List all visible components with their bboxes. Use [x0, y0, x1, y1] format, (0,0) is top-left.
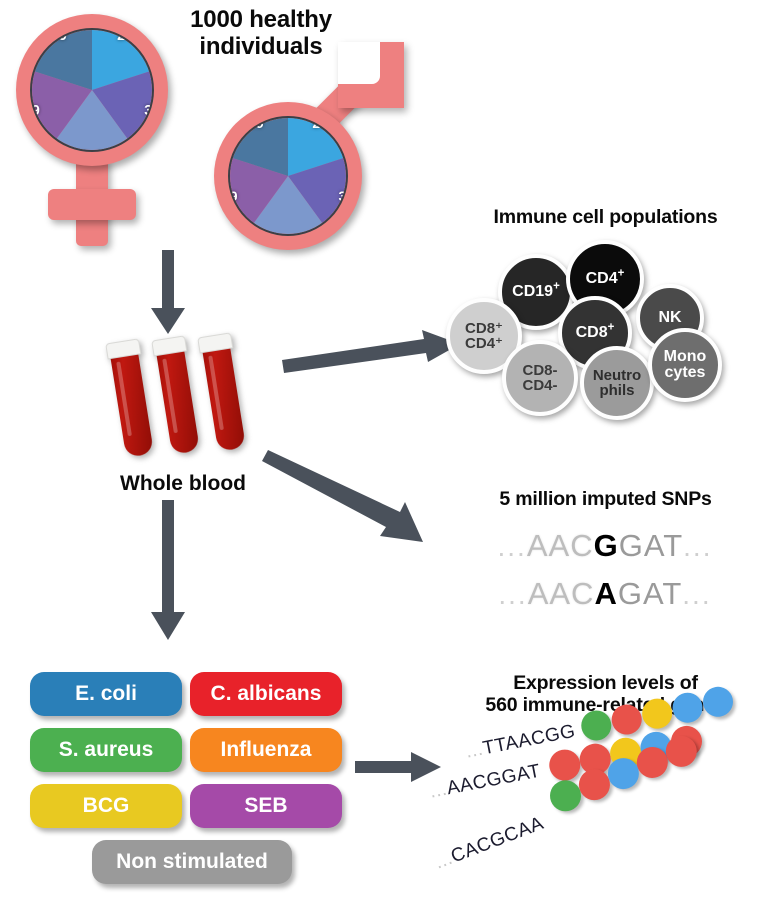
stimulus-label: SEB: [244, 794, 288, 817]
immune-cell-label: CD8- CD4-: [522, 361, 558, 394]
blood-tube: [105, 338, 157, 460]
arrow-blood-to-stimuli: [148, 500, 188, 640]
female-symbol-cross: [48, 189, 136, 220]
snp-flank-left: AAC: [527, 576, 595, 611]
snp-sequence-row: ...AACGGAT...: [455, 528, 755, 564]
snp-flank-left: AAC: [526, 528, 594, 563]
pie-slice-50-59: [32, 71, 92, 139]
immune-cell-label: CD19+: [512, 280, 560, 300]
pie-slice-20-29: [92, 30, 150, 90]
pie-slice-60-69: [34, 30, 92, 90]
snp-ellipsis-left: ...: [497, 531, 527, 562]
snp-flank-right: GAT: [618, 528, 684, 563]
arrow-blood-to-immune: [282, 328, 460, 378]
pie-slice-20-29: [288, 118, 344, 176]
whole-blood-tubes: [105, 332, 265, 465]
male-gender-symbol: 20-2930-3940-4950-5960-69: [205, 40, 425, 250]
immune-cell-label: Mono cytes: [663, 347, 707, 381]
snp-ellipsis-right: ...: [683, 531, 713, 562]
stimulus-c--albicans[interactable]: C. albicans: [190, 672, 342, 716]
stimulus-label: C. albicans: [210, 682, 322, 705]
arrow-blood-to-snp: [262, 450, 438, 550]
snp-ellipsis-right: ...: [682, 579, 712, 610]
snp-variant-base: G: [593, 528, 619, 563]
immune-cell-cd8cd4: CD8⁺ CD4⁺: [446, 298, 522, 374]
pie-slice-40-49: [253, 176, 323, 234]
stimulus-s--aureus[interactable]: S. aureus: [30, 728, 182, 772]
sequence-ellipsis: ...: [432, 847, 456, 874]
pie-slice-30-39: [92, 71, 152, 139]
immune-cell-population-bubbles: CD19+ CD4+ NK CD8⁺ CD4⁺ CD8+ CD8- CD4- Neutro phi…: [440, 236, 771, 426]
immune-cell-label: NK: [658, 308, 682, 326]
arrow-cohort-to-blood: [148, 250, 188, 334]
snp-variant-base: A: [594, 576, 618, 611]
immune-cell-label: CD4+: [585, 267, 625, 287]
sequence-ellipsis: ...: [428, 778, 450, 803]
immune-cell-neutrophils: Neutro phils: [580, 346, 654, 420]
sequence-ellipsis: ...: [464, 738, 486, 763]
blood-tube: [197, 332, 249, 454]
cohort-title-line2: individuals: [199, 33, 323, 61]
immune-cell-label: CD8+: [575, 321, 615, 341]
female-gender-symbol: 20-2930-3940-4950-5960-69: [8, 8, 178, 253]
section-title-immune: Immune cell populations: [493, 206, 718, 228]
immune-cell-monocytes: Mono cytes: [648, 328, 722, 402]
pie-slice-60-69: [232, 118, 288, 176]
section-title-snp: 5 million imputed SNPs: [499, 488, 712, 510]
stimulus-seb[interactable]: SEB: [190, 784, 342, 828]
expression-title-line1: Expression levels of: [513, 672, 698, 694]
stimulus-label: E. coli: [75, 682, 137, 705]
gene-strand-sequence: ...CACGCAA: [432, 812, 547, 874]
immune-cell-label: Neutro phils: [592, 366, 642, 399]
page-title-cohort: 1000 healthy individuals: [168, 6, 354, 61]
arrow-stimuli-to-expression: [355, 750, 441, 784]
snp-flank-right: GAT: [617, 576, 683, 611]
stimulus-e--coli[interactable]: E. coli: [30, 672, 182, 716]
stimulus-influenza[interactable]: Influenza: [190, 728, 342, 772]
whole-blood-label: Whole blood: [120, 472, 246, 495]
snp-sequence-row: ...AACAGAT...: [455, 576, 755, 612]
immune-cell-cd8cd4: CD8- CD4-: [502, 340, 578, 416]
snp-sequence-illustration: ...AACGGAT... ...AACAGAT...: [455, 528, 755, 624]
gene-strand-sequence: ...AACGGAT: [428, 760, 543, 803]
cohort-title-line1: 1000 healthy: [190, 6, 332, 33]
stimulus-label: Non stimulated: [116, 850, 268, 873]
pie-slice-40-49: [56, 90, 128, 150]
gene-expression-illustration: ...TTAACGG ...AACGGAT ...CACGCAA: [428, 684, 771, 916]
stimulus-label: BCG: [82, 794, 130, 817]
stimulus-label: Influenza: [220, 738, 312, 761]
immune-cell-label: CD8⁺ CD4⁺: [465, 319, 503, 352]
snp-ellipsis-left: ...: [498, 579, 528, 610]
stimuli-panel: E. coli C. albicans S. aureus Influenza BCG S…: [30, 672, 350, 898]
stimulus-label: S. aureus: [58, 738, 154, 761]
age-distribution-pie-female: 20-2930-3940-4950-5960-69: [30, 28, 154, 152]
stimulus-non-stimulated[interactable]: Non stimulated: [92, 840, 292, 884]
expression-bead-red: [546, 746, 583, 784]
age-distribution-pie-male: 20-2930-3940-4950-5960-69: [228, 116, 348, 236]
stimulus-bcg[interactable]: BCG: [30, 784, 182, 828]
blood-tube: [151, 335, 203, 457]
pie-slice-50-59: [230, 158, 288, 223]
male-symbol-arrow-head: [338, 42, 404, 108]
pie-slice-30-39: [288, 158, 346, 223]
